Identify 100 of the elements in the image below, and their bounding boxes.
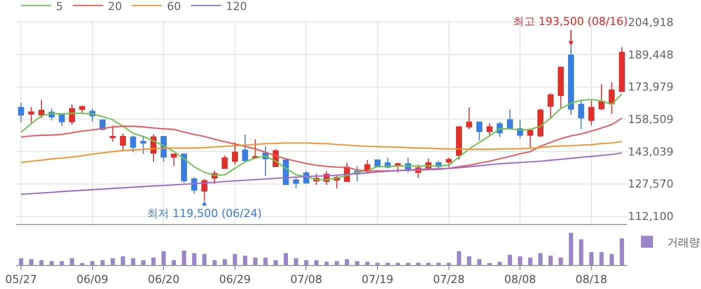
x-tick-label: 08/18 [576, 273, 608, 286]
candlestick [130, 135, 136, 153]
y-tick-label: 189,448 [628, 48, 674, 62]
candlestick [293, 176, 300, 189]
bar [253, 258, 258, 265]
bar [599, 252, 604, 265]
candlestick [28, 106, 34, 126]
line-series [20, 141, 623, 164]
bar [284, 253, 288, 265]
candlestick [58, 114, 65, 127]
bar [508, 254, 512, 265]
x-tick-label: 07/28 [432, 273, 465, 286]
x-tick-label: 05/27 [5, 273, 37, 286]
bar [242, 256, 248, 265]
bar [589, 252, 594, 265]
bar [192, 253, 196, 265]
bar [39, 260, 44, 265]
bar [60, 261, 64, 265]
candlestick [252, 138, 258, 160]
bar [538, 253, 543, 265]
bar [212, 260, 217, 265]
bar [344, 259, 350, 265]
x-tick-label: 06/20 [148, 273, 180, 286]
bar [151, 258, 156, 265]
bar [456, 251, 462, 265]
bar [294, 258, 298, 265]
candlestick [527, 128, 534, 150]
line-series [20, 117, 623, 172]
y-tick-label: 173,979 [628, 80, 674, 94]
candlestick [18, 102, 24, 123]
candlestick [110, 125, 116, 142]
candlestick [558, 66, 564, 110]
bar [263, 258, 268, 265]
bar [355, 261, 360, 265]
candlestick [191, 176, 198, 194]
legend-label: 60 [167, 0, 181, 13]
candlestick [476, 122, 482, 142]
y-tick-label: 112,100 [628, 210, 674, 224]
bar [579, 239, 584, 265]
bar [274, 260, 278, 265]
candlestick [486, 122, 493, 136]
legend-label: 5 [56, 0, 63, 13]
candlestick [120, 133, 126, 150]
bar [314, 260, 319, 265]
candlestick [79, 105, 86, 114]
bar [29, 259, 34, 265]
candlestick [598, 84, 605, 111]
bar [130, 258, 136, 265]
bar [477, 259, 482, 265]
candlestick [618, 46, 625, 92]
line-series [20, 152, 623, 195]
bar [50, 261, 54, 265]
candlestick [537, 108, 544, 138]
annotation: 최저 119,500 (06/24) [147, 207, 262, 220]
bar [334, 261, 339, 265]
candlestick [222, 154, 228, 169]
bar [182, 250, 186, 265]
x-tick-label: 06/09 [76, 273, 108, 286]
candlestick [140, 135, 146, 155]
candlestick [608, 82, 615, 114]
x-tick-label: 08/08 [504, 273, 536, 286]
x-tick-label: 07/19 [362, 273, 394, 286]
bar [172, 260, 176, 265]
legend-label: 거래량 [667, 236, 700, 249]
candlestick [170, 153, 177, 166]
bar [365, 262, 370, 265]
candlestick [456, 126, 462, 160]
bar [202, 254, 207, 265]
line-series [20, 93, 623, 180]
y-tick-label: 127,570 [628, 178, 674, 191]
candlestick [506, 108, 513, 130]
bar [528, 258, 532, 265]
annotation: 최고 193,500 (08/16) [513, 15, 628, 28]
bar [610, 254, 614, 265]
bar [222, 259, 227, 265]
candlestick [466, 106, 472, 130]
bar [18, 258, 24, 265]
candlestick [588, 100, 594, 126]
candlestick [232, 142, 238, 165]
candlestick [38, 99, 44, 119]
candlestick [242, 134, 248, 162]
bar [620, 238, 624, 265]
x-tick-label: 07/08 [290, 273, 322, 286]
bar [568, 232, 574, 265]
candlestick [181, 154, 188, 184]
x-tick-label: 06/29 [219, 273, 251, 286]
candlestick [548, 92, 554, 119]
bar [120, 256, 126, 265]
legend-label: 20 [108, 0, 122, 13]
y-tick-label: 143,039 [628, 145, 674, 158]
bar [548, 256, 553, 265]
bar [70, 258, 74, 265]
bar [141, 260, 146, 265]
y-tick-label: 158,509 [628, 113, 674, 126]
legend-label: 120 [226, 0, 247, 13]
bar [90, 261, 95, 265]
bar [498, 262, 502, 265]
candlestick [578, 99, 584, 130]
bar [518, 256, 522, 265]
bar [467, 256, 472, 265]
